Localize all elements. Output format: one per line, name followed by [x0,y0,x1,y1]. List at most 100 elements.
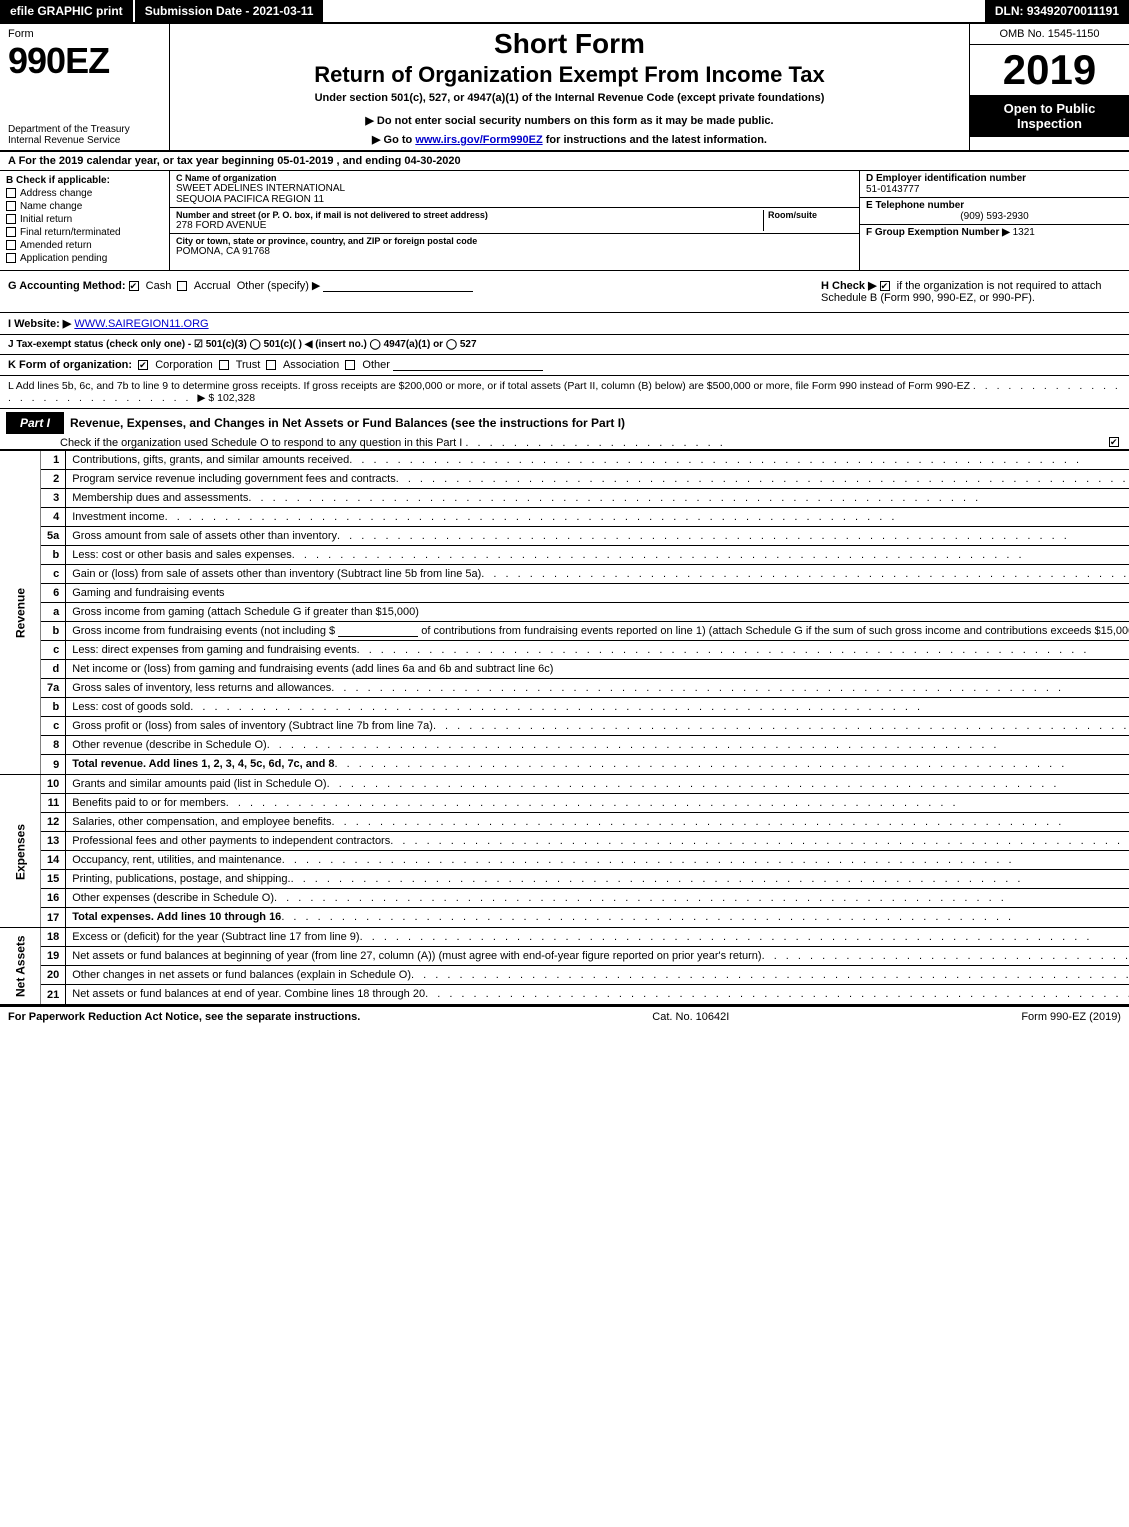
k-line: K Form of organization: Corporation Trus… [0,355,1129,376]
l14-no: 14 [41,851,66,870]
line-13: 13 Professional fees and other payments … [0,832,1129,851]
chk-other-org[interactable] [345,360,355,370]
open-public-inspection: Open to Public Inspection [970,95,1129,137]
l17-no: 17 [41,908,66,928]
chk-trust[interactable] [219,360,229,370]
org-name-2: SEQUOIA PACIFICA REGION 11 [176,194,853,205]
ein-value: 51-0143777 [866,184,919,195]
l7c-desc: Gross profit or (loss) from sales of inv… [72,720,433,732]
title-return: Return of Organization Exempt From Incom… [178,62,961,88]
l6-no: 6 [41,584,66,603]
form-header: Form 990EZ Department of the Treasury In… [0,24,1129,152]
other-specify-field[interactable] [323,280,473,292]
l5a-desc: Gross amount from sale of assets other t… [72,530,337,542]
l15-no: 15 [41,870,66,889]
org-name-1: SWEET ADELINES INTERNATIONAL [176,183,853,194]
l6b-fill[interactable] [338,625,418,637]
chk-schedule-o[interactable] [1109,437,1119,447]
other-org-field[interactable] [393,359,543,371]
header-link-line: ▶ Go to www.irs.gov/Form990EZ for instru… [178,133,961,146]
l18-desc: Excess or (deficit) for the year (Subtra… [72,931,359,943]
line-20: 20 Other changes in net assets or fund b… [0,966,1129,985]
chk-association[interactable] [266,360,276,370]
header-sub: Under section 501(c), 527, or 4947(a)(1)… [178,92,961,104]
section-h: H Check ▶ if the organization is not req… [821,279,1121,304]
group-exemption-value: 1321 [1013,227,1035,238]
line-2: 2 Program service revenue including gove… [0,470,1129,489]
line-5a: 5a Gross amount from sale of assets othe… [0,527,1129,546]
phone-value: (909) 593-2930 [866,211,1123,222]
chk-corporation[interactable] [138,360,148,370]
l13-no: 13 [41,832,66,851]
line-9: 9 Total revenue. Add lines 1, 2, 3, 4, 5… [0,755,1129,775]
l10-desc: Grants and similar amounts paid (list in… [72,778,326,790]
j-text: J Tax-exempt status (check only one) - ☑… [8,339,477,350]
line-5c: c Gain or (loss) from sale of assets oth… [0,565,1129,584]
part-i-title: Revenue, Expenses, and Changes in Net As… [70,416,1129,430]
l5a-no: 5a [41,527,66,546]
section-c: C Name of organization SWEET ADELINES IN… [170,171,859,270]
line-7a: 7a Gross sales of inventory, less return… [0,679,1129,698]
website-link[interactable]: WWW.SAIREGION11.ORG [74,318,208,330]
footer-right: Form 990-EZ (2019) [1021,1011,1121,1023]
org-address: 278 FORD AVENUE [176,220,763,231]
chk-schedule-b[interactable] [880,281,890,291]
line-5b: b Less: cost or other basis and sales ex… [0,546,1129,565]
l20-no: 20 [41,966,66,985]
k-label: K Form of organization: [8,359,132,371]
l1-desc: Contributions, gifts, grants, and simila… [72,454,349,466]
expenses-side-label: Expenses [0,775,41,928]
other-label: Other (specify) ▶ [237,280,321,292]
header-note: ▶ Do not enter social security numbers o… [178,114,961,127]
irs-link[interactable]: www.irs.gov/Form990EZ [415,134,542,146]
l7a-desc: Gross sales of inventory, less returns a… [72,682,331,694]
chk-name-change[interactable]: Name change [6,201,163,212]
footer-left: For Paperwork Reduction Act Notice, see … [8,1011,360,1023]
g-label: G Accounting Method: [8,280,126,292]
l3-desc: Membership dues and assessments [72,492,248,504]
l5b-desc: Less: cost or other basis and sales expe… [72,549,292,561]
line-6c: c Less: direct expenses from gaming and … [0,641,1129,660]
chk-final-return[interactable]: Final return/terminated [6,227,163,238]
net-assets-side-label: Net Assets [0,928,41,1005]
f-label: F Group Exemption Number ▶ [866,227,1010,238]
l6c-desc: Less: direct expenses from gaming and fu… [72,644,356,656]
l4-desc: Investment income [72,511,164,523]
line-6b: b Gross income from fundraising events (… [0,622,1129,641]
line-a: A For the 2019 calendar year, or tax yea… [0,152,1129,171]
l5c-desc: Gain or (loss) from sale of assets other… [72,568,481,580]
chk-accrual[interactable] [177,281,187,291]
l7c-no: c [41,717,66,736]
line-16: 16 Other expenses (describe in Schedule … [0,889,1129,908]
chk-amended-return[interactable]: Amended return [6,240,163,251]
b-header: B Check if applicable: [6,175,163,186]
l6a-desc: Gross income from gaming (attach Schedul… [72,606,419,618]
top-bar: efile GRAPHIC print Submission Date - 20… [0,0,1129,24]
submission-pill: Submission Date - 2021-03-11 [135,0,326,22]
part-i-header: Part I Revenue, Expenses, and Changes in… [0,409,1129,450]
c-addr-label: Number and street (or P. O. box, if mail… [176,210,763,220]
other-org-label: Other [362,359,390,371]
section-def: D Employer identification number 51-0143… [859,171,1129,270]
l6c-no: c [41,641,66,660]
form-number: 990EZ [8,40,161,82]
l12-desc: Salaries, other compensation, and employ… [72,816,331,828]
corp-label: Corporation [155,359,212,371]
line-12: 12 Salaries, other compensation, and emp… [0,813,1129,832]
chk-initial-return[interactable]: Initial return [6,214,163,225]
line-8: 8 Other revenue (describe in Schedule O)… [0,736,1129,755]
l13-desc: Professional fees and other payments to … [72,835,390,847]
l6a-no: a [41,603,66,622]
l21-no: 21 [41,985,66,1005]
line-11: 11 Benefits paid to or for members 11 [0,794,1129,813]
chk-cash[interactable] [129,281,139,291]
chk-application-pending[interactable]: Application pending [6,253,163,264]
part-i-sub: Check if the organization used Schedule … [60,437,462,449]
l19-no: 19 [41,947,66,966]
line-6a: a Gross income from gaming (attach Sched… [0,603,1129,622]
l15-desc: Printing, publications, postage, and shi… [72,873,290,885]
line-17: 17 Total expenses. Add lines 10 through … [0,908,1129,928]
l7b-desc: Less: cost of goods sold [72,701,190,713]
d-label: D Employer identification number [866,173,1026,184]
chk-address-change[interactable]: Address change [6,188,163,199]
